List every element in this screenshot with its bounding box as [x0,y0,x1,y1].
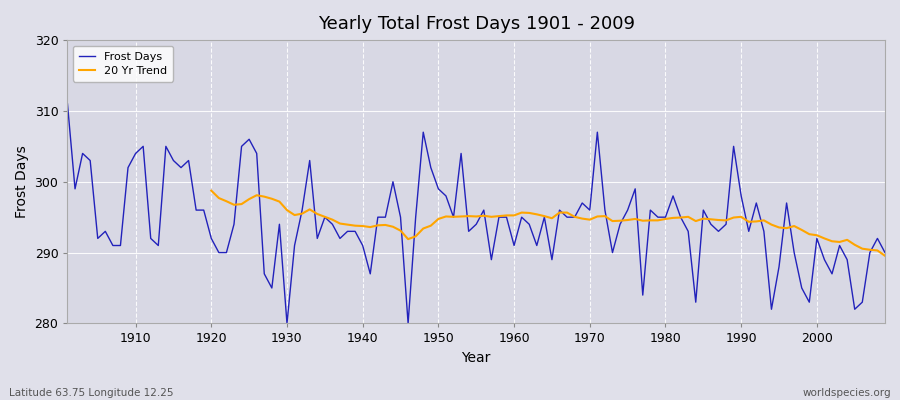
20 Yr Trend [206,188,217,193]
Text: Latitude 63.75 Longitude 12.25: Latitude 63.75 Longitude 12.25 [9,388,174,398]
20 Yr Trend [850,242,860,247]
Frost Days [879,250,890,255]
Legend: Frost Days, 20 Yr Trend: Frost Days, 20 Yr Trend [73,46,173,82]
20 Yr Trend [675,215,686,220]
20 Yr Trend [766,222,777,227]
20 Yr Trend [879,253,890,258]
Title: Yearly Total Frost Days 1901 - 2009: Yearly Total Frost Days 1901 - 2009 [318,15,634,33]
Line: Frost Days: Frost Days [68,104,885,324]
20 Yr Trend [410,234,421,239]
Line: 20 Yr Trend: 20 Yr Trend [212,191,885,256]
Frost Days [282,321,292,326]
Frost Days [508,243,519,248]
X-axis label: Year: Year [462,351,490,365]
Y-axis label: Frost Days: Frost Days [15,145,29,218]
Frost Days [608,250,618,255]
Text: worldspecies.org: worldspecies.org [803,388,891,398]
Frost Days [62,102,73,106]
20 Yr Trend [781,226,792,230]
Frost Days [297,208,308,212]
Frost Days [517,215,527,220]
Frost Days [122,165,133,170]
Frost Days [342,229,353,234]
20 Yr Trend [297,211,308,216]
